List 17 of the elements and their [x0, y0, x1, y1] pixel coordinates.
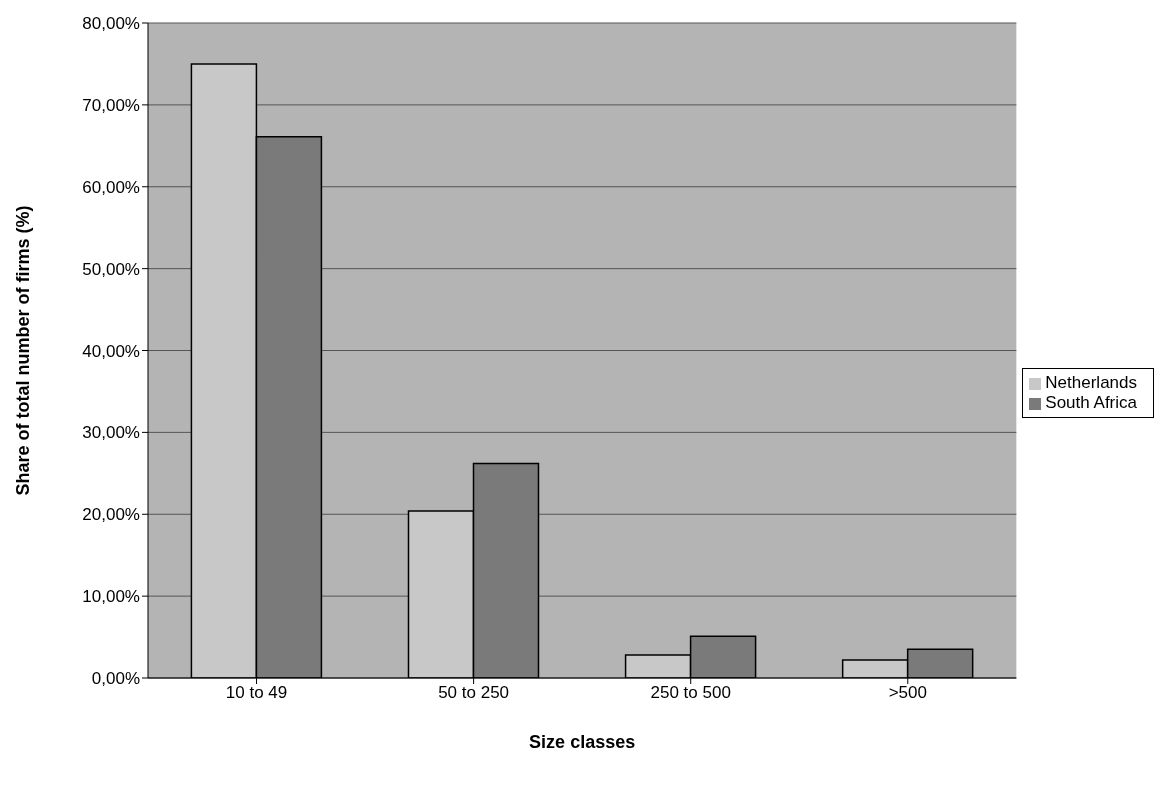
legend-label: Netherlands [1045, 373, 1137, 392]
x-tick-label: 250 to 500 [650, 683, 731, 703]
y-tick-label: 50,00% [82, 259, 140, 279]
x-axis-title: Size classes [529, 732, 636, 752]
y-tick-label: 20,00% [82, 505, 140, 525]
y-tick-label: 30,00% [82, 423, 140, 443]
y-axis-title: Share of total number of firms (%) [13, 205, 34, 496]
x-tick-label: 50 to 250 [438, 683, 510, 703]
x-tick-label: >500 [888, 683, 927, 703]
legend-label: South Africa [1045, 393, 1137, 412]
y-tick-label: 10,00% [82, 587, 140, 607]
y-tick-label: 60,00% [82, 177, 140, 197]
x-tick-label: 10 to 49 [225, 683, 288, 703]
y-tick-label: 0,00% [91, 669, 140, 689]
y-tick-label: 40,00% [82, 341, 140, 361]
y-tick-label: 80,00% [82, 14, 140, 34]
y-tick-label: 70,00% [82, 95, 140, 115]
